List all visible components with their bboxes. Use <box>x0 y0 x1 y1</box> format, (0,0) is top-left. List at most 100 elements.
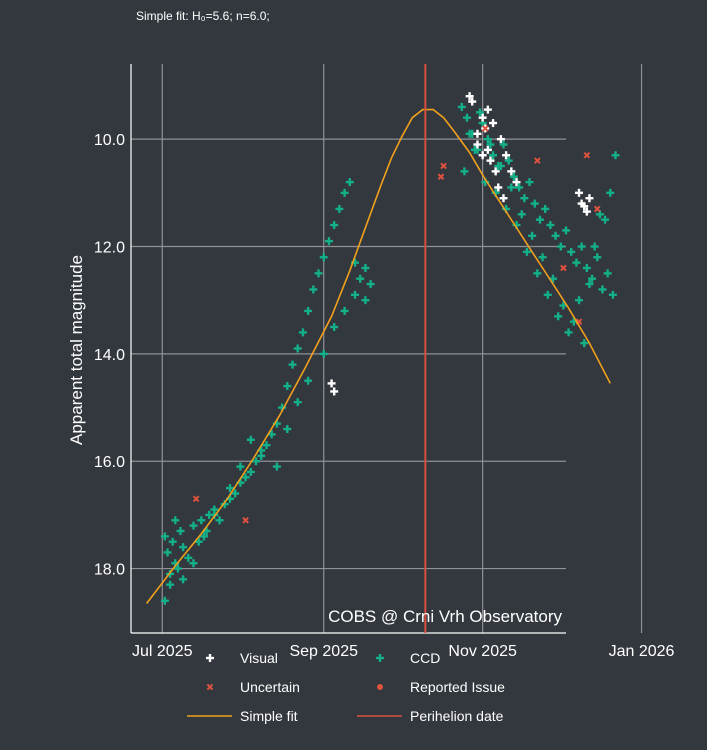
ccd-point <box>567 247 576 256</box>
ccd-point <box>538 253 547 262</box>
ccd-point <box>241 473 250 482</box>
ccd-point <box>460 167 469 176</box>
uncertain-point <box>534 157 541 164</box>
ccd-point <box>551 231 560 240</box>
ccd-point <box>168 537 177 546</box>
ccd-point <box>197 516 206 525</box>
ccd-point <box>194 537 203 546</box>
legend-item-reported-issue: Reported Issue <box>377 679 505 695</box>
ccd-point <box>504 156 513 165</box>
visual-point <box>585 194 594 203</box>
ccd-point <box>520 194 529 203</box>
ccd-point <box>335 204 344 213</box>
y-tick-label: 16.0 <box>94 454 125 471</box>
ccd-point <box>366 280 375 289</box>
ccd-point <box>319 349 328 358</box>
legend-marker <box>376 654 384 662</box>
ccd-point <box>522 247 531 256</box>
ccd-point <box>525 178 534 187</box>
ccd-point <box>351 290 360 299</box>
ccd-point <box>160 596 169 605</box>
fit-layer <box>145 108 612 604</box>
legend-label: CCD <box>410 650 440 666</box>
ccd-point <box>179 543 188 552</box>
ccd-point <box>465 129 474 138</box>
visual-point <box>582 207 591 216</box>
legend-label: Perihelion date <box>410 708 504 724</box>
marker-stroke <box>192 495 200 503</box>
ccd-point <box>179 575 188 584</box>
ccd-point <box>590 242 599 251</box>
ccd-point <box>457 102 466 111</box>
ccd-point <box>564 328 573 337</box>
chart-subtitle: Simple fit: H₀=5.6; n=6.0; <box>136 9 270 23</box>
legend-marker <box>206 683 214 691</box>
ccd-point <box>166 580 175 589</box>
ccd-point <box>361 296 370 305</box>
y-tick-label: 14.0 <box>94 347 125 364</box>
ccd-point <box>562 226 570 235</box>
ccd-point <box>489 151 498 160</box>
marker-stroke <box>534 157 541 164</box>
ccd-point <box>304 306 313 315</box>
ccd-point <box>582 263 591 272</box>
x-tick-label: Nov 2025 <box>448 643 517 660</box>
ccd-point <box>176 527 185 536</box>
ccd-point <box>246 435 255 444</box>
visual-point <box>580 202 589 211</box>
visual-point <box>575 188 584 197</box>
visual-point <box>478 113 487 122</box>
ccd-point <box>272 462 281 471</box>
visual-point <box>499 194 508 203</box>
ccd-point <box>330 221 339 230</box>
y-tick-label: 10.0 <box>94 132 125 149</box>
ccd-point <box>236 462 245 471</box>
ccd-point <box>528 231 537 240</box>
visual-point <box>465 92 474 101</box>
ccd-point <box>535 215 544 224</box>
ccd-point <box>608 290 617 299</box>
y-tick-label: 18.0 <box>94 562 125 579</box>
ccd-point <box>184 553 193 562</box>
visual-point <box>491 167 500 176</box>
ccd-point <box>340 188 349 197</box>
ccd-point <box>554 312 563 321</box>
ccd-point <box>517 210 526 219</box>
ccd-point <box>298 328 307 337</box>
ccd-point <box>163 548 172 557</box>
ccd-point <box>330 323 339 332</box>
grid-layer: 10.0 12.0 14.0 16.0 18.0 Jul 2025 Sep 2025 Nov … <box>94 64 675 660</box>
ccd-point <box>595 210 604 219</box>
visual-point <box>468 97 477 106</box>
visual-point <box>502 151 511 160</box>
ccd-point <box>598 285 607 294</box>
visual-point <box>473 140 482 149</box>
fit-line <box>145 108 612 604</box>
ccd-point <box>340 306 349 315</box>
visual-point <box>489 119 498 128</box>
ccd-point <box>601 215 610 224</box>
ccd-point <box>189 559 198 568</box>
ccd-point <box>509 172 518 181</box>
observatory-annotation: COBS @ Crni Vrh Observatory <box>328 607 562 626</box>
visual-point <box>486 156 495 165</box>
ccd-point <box>215 516 224 525</box>
ccd-point <box>293 344 302 353</box>
visual-point <box>473 129 482 138</box>
uncertain-point <box>560 264 567 272</box>
uncertain-point <box>192 495 200 503</box>
ccd-point <box>345 178 354 187</box>
marker-stroke <box>593 205 601 213</box>
marker-stroke <box>481 125 489 132</box>
ccd-point <box>361 263 370 272</box>
legend-label: Reported Issue <box>410 679 505 695</box>
visual-point <box>330 387 339 396</box>
uncertain-point <box>440 162 447 170</box>
ccd-point <box>225 484 234 493</box>
ccd-point <box>603 269 612 278</box>
legend-label: Visual <box>240 650 278 666</box>
ccd-point <box>611 151 620 160</box>
ccd-point <box>486 140 495 149</box>
marker-stroke <box>440 162 447 170</box>
ccd-point <box>546 221 555 230</box>
